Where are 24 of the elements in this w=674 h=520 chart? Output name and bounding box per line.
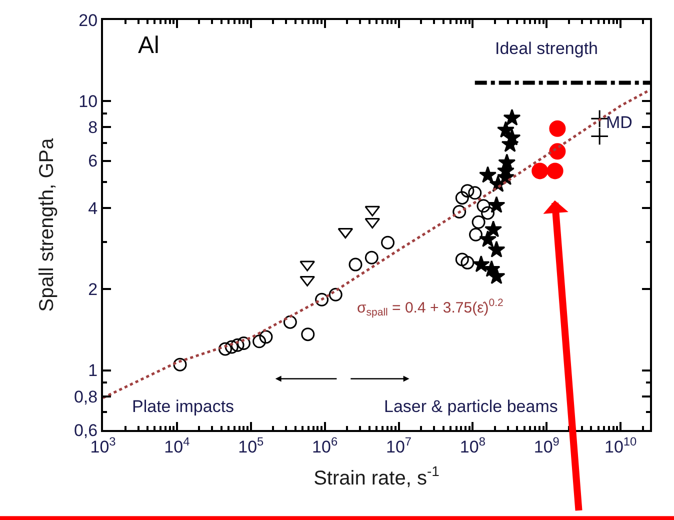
y-tick-label: 0,8	[74, 387, 98, 406]
annotation: Ideal strength	[495, 39, 598, 58]
y-axis-title: Spall strength, GPa	[36, 137, 58, 312]
y-tick-label: 20	[78, 10, 98, 30]
annotation: Laser & particle beams	[384, 397, 558, 416]
y-tick-label: 1	[88, 361, 98, 380]
annotation: σ$_{spall}$ = 0.4 + 3.75(ε̇)$^{0.2}$	[357, 297, 504, 318]
y-tick-label: 10	[78, 92, 98, 111]
annotation: Plate impacts	[132, 397, 234, 416]
annotation: MD	[606, 113, 632, 132]
y-tick-label: 2	[88, 280, 98, 300]
x-tick-label: 10$^{4}$	[164, 434, 190, 456]
x-tick-label: 10$^{7}$	[386, 434, 412, 456]
y-tick-label: 6	[88, 152, 98, 171]
x-tick-label: 10$^{8}$	[460, 434, 486, 456]
annotation: Al	[138, 32, 160, 59]
x-tick-label: 10$^{6}$	[312, 434, 338, 456]
y-tick-label: 4	[88, 199, 98, 218]
x-tick-label: 10$^{9}$	[534, 434, 560, 456]
x-tick-label: 10$^{10}$	[604, 434, 638, 456]
y-tick-label: 8	[88, 118, 98, 138]
y-tick-label: 0,6	[74, 420, 98, 440]
x-axis-title: Strain rate, s$^{-1}$	[314, 463, 440, 490]
x-tick-label: 10$^{5}$	[238, 434, 264, 456]
